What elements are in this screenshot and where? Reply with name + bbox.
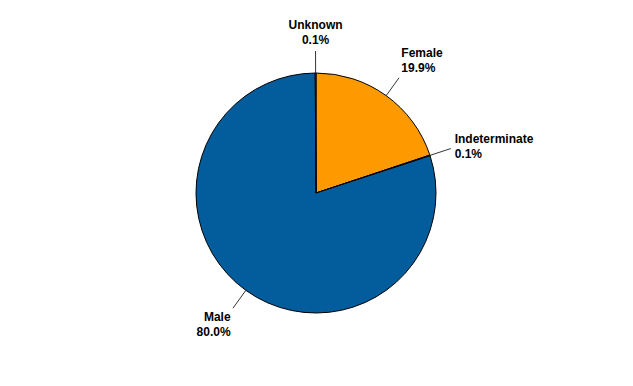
- leader-line: [315, 51, 316, 73]
- slice-label: Male: [204, 310, 231, 324]
- data-labels: Female19.9%Indeterminate0.1%Male80.0%Unk…: [197, 18, 534, 339]
- data-label: 0.1%: [302, 33, 330, 47]
- slice-label: Unknown: [289, 18, 343, 32]
- chart: Female19.9%Indeterminate0.1%Male80.0%Unk…: [0, 0, 633, 386]
- leader-line: [233, 290, 246, 308]
- pie-slice: [196, 73, 436, 313]
- data-label: 80.0%: [197, 325, 231, 339]
- slice-label: Indeterminate: [455, 132, 534, 146]
- data-label: 0.1%: [455, 147, 483, 161]
- pie: [196, 73, 436, 313]
- pie-slice: [315, 73, 317, 193]
- slice-label: Female: [401, 46, 443, 60]
- leader-line: [386, 78, 399, 96]
- data-label: 19.9%: [401, 61, 435, 75]
- leader-line: [430, 149, 451, 156]
